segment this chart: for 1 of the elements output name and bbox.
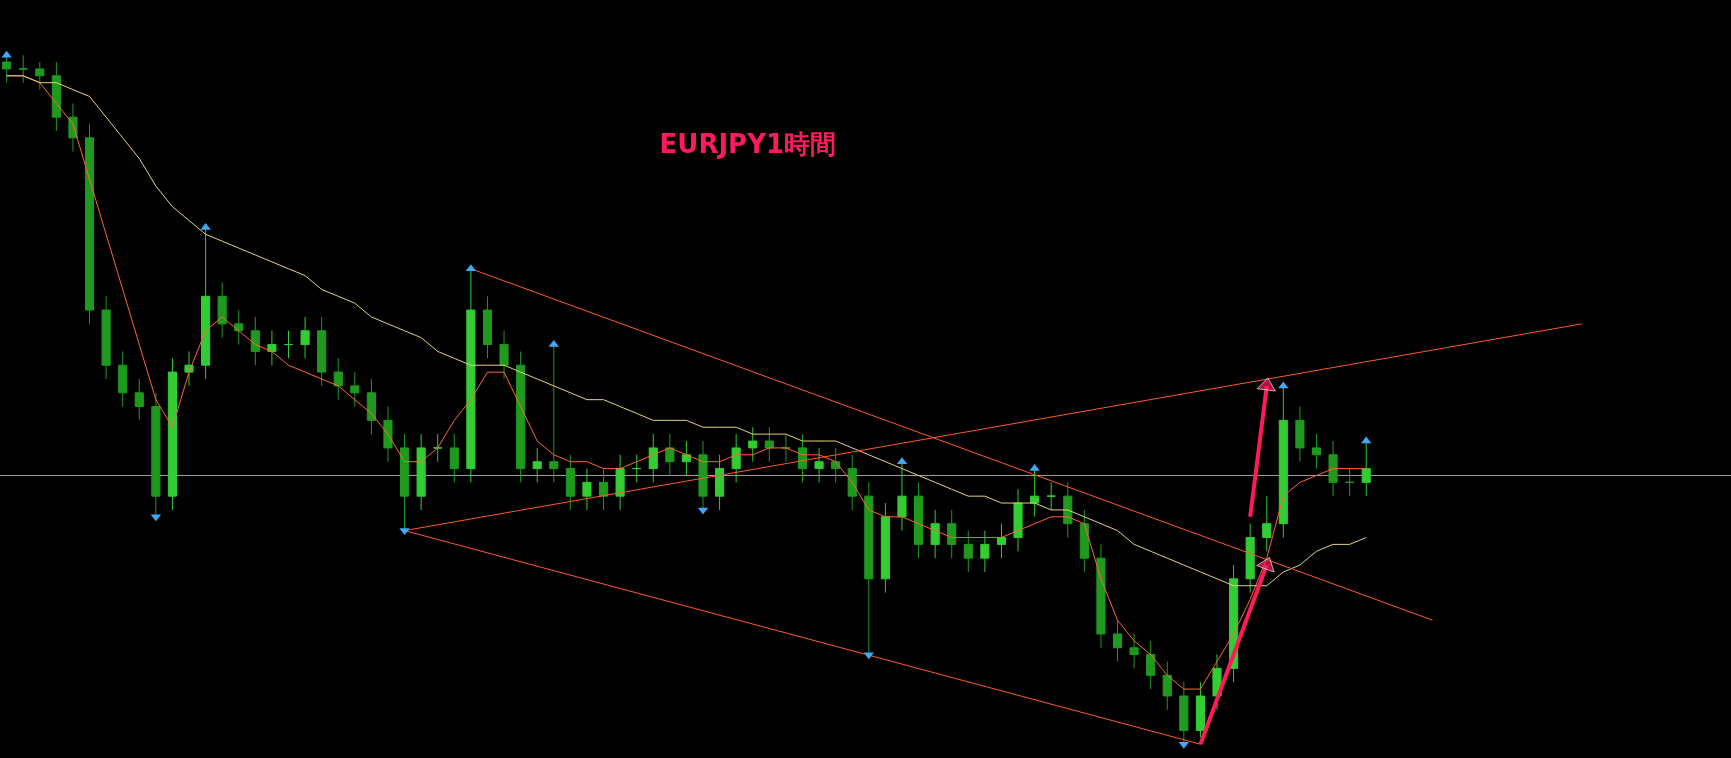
text: EURJPY1時間 [659,129,837,160]
